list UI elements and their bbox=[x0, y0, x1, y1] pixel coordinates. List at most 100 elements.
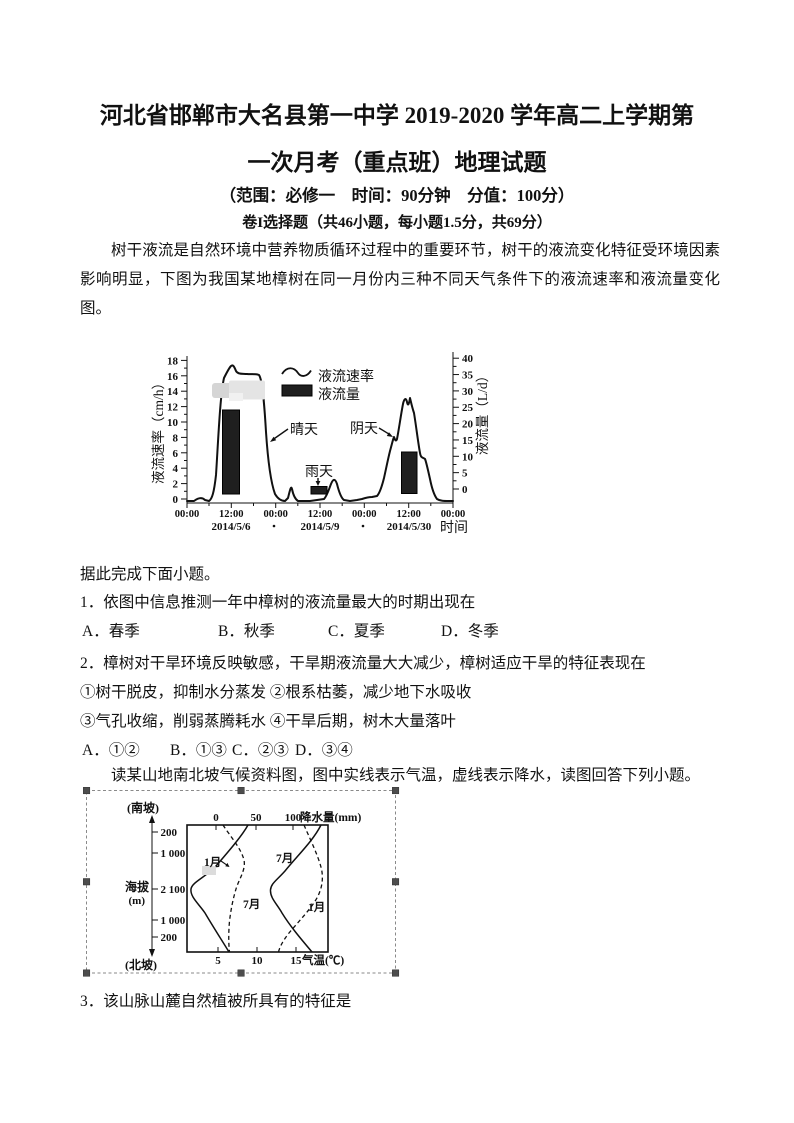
axis-tick-label: 00:00 bbox=[441, 509, 466, 520]
axis-tick-label: 12:00 bbox=[308, 509, 333, 520]
axis-tick-label: 50 bbox=[251, 812, 263, 824]
annotation-cloudy: 阴天 bbox=[350, 421, 393, 437]
right-axis-tick-labels: 0 5 10 15 20 25 30 35 40 bbox=[462, 353, 474, 496]
axis-tick-label: 40 bbox=[462, 353, 474, 365]
axis-tick-label: 10 bbox=[462, 451, 474, 463]
legend-bar-symbol bbox=[281, 384, 313, 397]
question-1-stem: 1．依图中信息推测一年中樟树的液流量最大的时期出现在 bbox=[80, 594, 476, 611]
selection-handle-top-left[interactable] bbox=[83, 787, 91, 795]
axis-tick-label: 25 bbox=[462, 402, 474, 414]
intro-paragraph-1: 树干液流是自然环境中营养物质循环过程中的重要环节，树干的液流变化特征受环境因素影… bbox=[80, 242, 720, 317]
curve-label-july-lower: 7月 bbox=[243, 898, 260, 911]
axis-tick-label: 0 bbox=[462, 484, 468, 496]
selection-handle-top-middle[interactable] bbox=[237, 787, 245, 795]
arrowhead bbox=[270, 436, 277, 442]
down-arrowhead bbox=[149, 949, 155, 957]
selection-handle-top-right[interactable] bbox=[392, 787, 400, 795]
bottom-axis-ticks bbox=[217, 947, 297, 952]
date-labels: 2014/5/6 2014/5/9 2014/5/30 bbox=[211, 521, 431, 533]
arrowhead bbox=[386, 432, 393, 437]
flow-rate-line bbox=[186, 364, 454, 502]
selection-handle-bottom-left[interactable] bbox=[83, 969, 91, 977]
annotation-sunny: 晴天 bbox=[270, 422, 318, 442]
date-separator-dot bbox=[361, 524, 365, 528]
axis-tick-label: 16 bbox=[167, 371, 179, 383]
q2-option-b: B．①③ bbox=[170, 742, 227, 759]
axis-tick-label: 14 bbox=[167, 386, 179, 398]
mountain-climate-chart: (南坡) 200 1 000 2 100 1 000 200 海拔 (m) (北… bbox=[80, 785, 410, 980]
x-axis-ticks bbox=[186, 503, 454, 508]
question-3-stem: 3．该山脉山麓自然植被所具有的特征是 bbox=[80, 993, 352, 1010]
annotation-label: 阴天 bbox=[350, 421, 378, 437]
axis-tick-label: 30 bbox=[462, 386, 474, 398]
selection-handle-middle-right[interactable] bbox=[392, 878, 400, 886]
curve-label-january-upper: 1月 bbox=[204, 856, 221, 869]
axis-tick-label: 12:00 bbox=[396, 509, 421, 520]
temperature-curve-july bbox=[269, 824, 322, 953]
axis-tick-label: 8 bbox=[173, 432, 179, 444]
axis-tick-label: 35 bbox=[462, 370, 474, 382]
sap-flow-chart: 0 2 4 6 8 10 12 14 16 18 bbox=[140, 345, 520, 545]
selection-handle-middle-left[interactable] bbox=[83, 878, 91, 886]
watermark-smudge-small bbox=[202, 866, 216, 875]
q1-option-a: A．春季 bbox=[82, 623, 140, 640]
axis-tick-label: 4 bbox=[173, 463, 179, 475]
axis-tick-label: 0 bbox=[173, 494, 179, 506]
q2-option-d: D．③④ bbox=[295, 742, 353, 759]
axis-tick-label: 20 bbox=[462, 419, 474, 431]
selection-handle-bottom-middle[interactable] bbox=[237, 969, 245, 977]
annotation-rainy: 雨天 bbox=[305, 465, 333, 486]
axis-tick-label: 5 bbox=[215, 955, 221, 967]
q1-option-d: D．冬季 bbox=[441, 623, 499, 640]
right-axis-ticks bbox=[453, 357, 459, 490]
axis-tick-label: 200 bbox=[161, 827, 178, 839]
axis-tick-label: 1 000 bbox=[161, 848, 186, 860]
axis-tick-label: 100 bbox=[285, 812, 302, 824]
temperature-axis-title: 气温(℃) bbox=[301, 953, 344, 967]
axis-tick-label: 15 bbox=[462, 435, 474, 447]
axis-tick-label: 6 bbox=[173, 448, 179, 460]
x-axis-tick-labels: 00:00 12:00 00:00 12:00 00:00 12:00 00:0… bbox=[175, 509, 466, 520]
elevation-ticks bbox=[152, 831, 158, 938]
axis-tick-label: 12:00 bbox=[219, 509, 244, 520]
selection-handle-bottom-right[interactable] bbox=[392, 969, 400, 977]
axis-tick-label: 2 100 bbox=[161, 884, 186, 896]
axis-tick-label: 00:00 bbox=[263, 509, 288, 520]
axis-tick-label: 1 000 bbox=[161, 915, 186, 927]
section-heading: 卷I选择题（共46小题，每小题1.5分，共69分） bbox=[242, 215, 552, 231]
arrowhead bbox=[225, 862, 230, 867]
left-axis-tick-labels: 0 2 4 6 8 10 12 14 16 18 bbox=[167, 355, 179, 506]
axis-tick-label: 15 bbox=[291, 955, 303, 967]
image-selection-handles[interactable] bbox=[83, 787, 400, 977]
mountain-climate-chart-svg: (南坡) 200 1 000 2 100 1 000 200 海拔 (m) (北… bbox=[83, 787, 400, 977]
intro-paragraph-2: 读某山地南北坡气候资料图，图中实线表示气温，虚线表示降水，读图回答下列小题。 bbox=[111, 767, 701, 784]
precipitation-curve-january bbox=[277, 824, 324, 953]
x-axis-title: 时间 bbox=[440, 520, 468, 536]
exam-title-line2: 一次月考（重点班）地理试题 bbox=[247, 150, 547, 175]
flow-amount-bar-rainy bbox=[310, 486, 328, 495]
axis-tick-label: 5 bbox=[462, 468, 468, 480]
axis-tick-label: 10 bbox=[167, 417, 179, 429]
date-label: 2014/5/6 bbox=[211, 521, 251, 533]
legend-label-flow-amount: 液流量 bbox=[318, 387, 360, 403]
q2-option-c: C．②③ bbox=[232, 742, 289, 759]
flow-amount-bar-sunny bbox=[222, 409, 240, 495]
axis-tick-label: 200 bbox=[161, 932, 178, 944]
date-label: 2014/5/30 bbox=[387, 521, 432, 533]
question-2-items-34: ③气孔收缩，削弱蒸腾耗水 ④干旱后期，树木大量落叶 bbox=[80, 713, 456, 730]
axis-tick-label: 0 bbox=[213, 812, 219, 824]
exam-meta-line: （范围：必修一 时间：90分钟 分值：100分） bbox=[219, 186, 575, 205]
arrowhead bbox=[315, 481, 321, 486]
flow-amount-bar-cloudy bbox=[401, 451, 418, 494]
top-axis-ticks bbox=[215, 825, 294, 830]
annotation-label: 雨天 bbox=[305, 465, 333, 480]
exam-title-line1: 河北省邯郸市大名县第一中学 2019-2020 学年高二上学期第 bbox=[99, 103, 695, 128]
south-slope-label: (南坡) bbox=[127, 800, 159, 815]
curve-label-january-lower: 1月 bbox=[308, 901, 325, 914]
sap-flow-chart-svg: 0 2 4 6 8 10 12 14 16 18 bbox=[150, 352, 490, 536]
altitude-label: 海拔 bbox=[125, 879, 150, 894]
altitude-unit: (m) bbox=[129, 895, 146, 907]
precipitation-axis-title: 降水量(mm) bbox=[300, 810, 361, 824]
north-slope-label: (北坡) bbox=[125, 957, 157, 972]
axis-tick-label: 18 bbox=[167, 355, 179, 367]
